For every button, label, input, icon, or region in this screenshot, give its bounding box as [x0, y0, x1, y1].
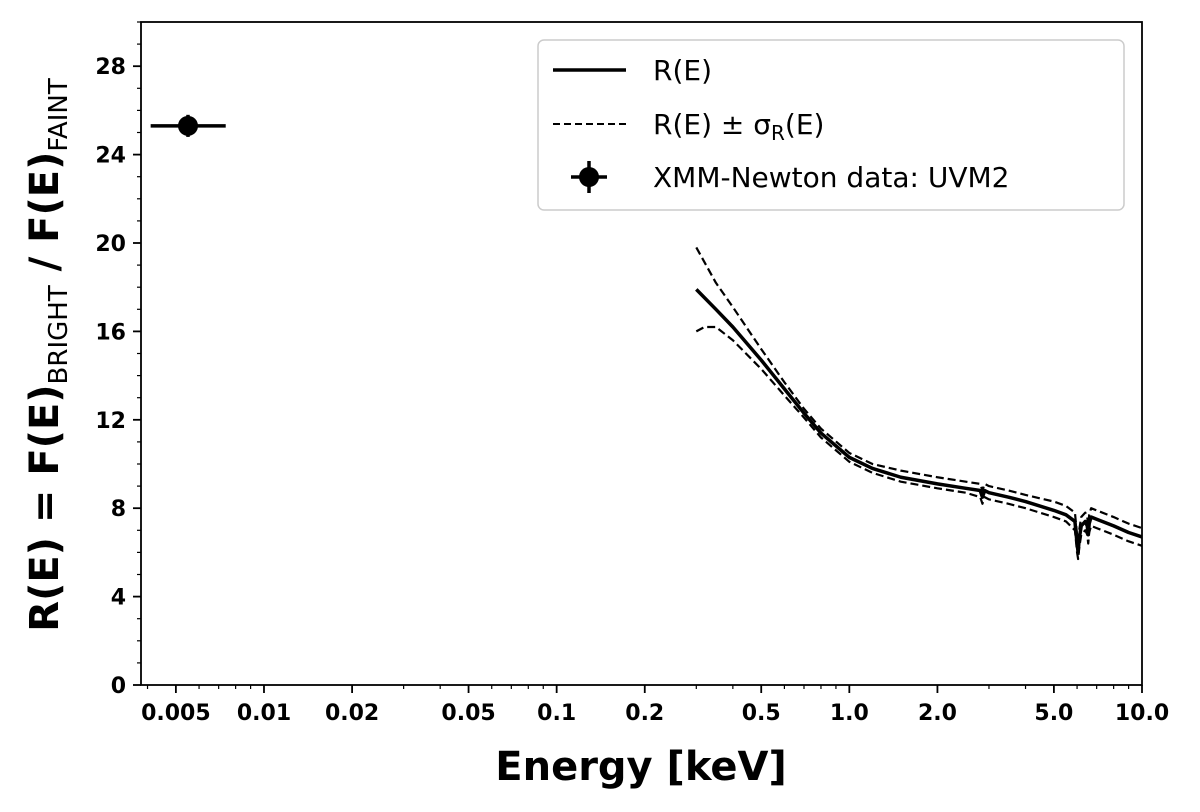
x-tick-label-6: 0.5	[742, 701, 781, 726]
y-tick-label-3: 12	[95, 409, 126, 434]
y-axis-title-mid: / F(E)	[22, 152, 68, 286]
x-tick-label-5: 0.2	[625, 701, 664, 726]
legend-label-band-sub: R	[771, 121, 785, 145]
x-tick-label-0: 0.005	[141, 701, 211, 726]
y-tick-label-4: 16	[95, 320, 126, 345]
y-tick-label-2: 8	[111, 497, 126, 522]
legend-label-band-lead: R(E) ± σ	[653, 108, 771, 141]
y-tick-label-5: 20	[95, 232, 126, 257]
y-axis-title-sub-faint: FAINT	[44, 78, 74, 151]
y-tick-label-6: 24	[95, 144, 126, 169]
x-tick-label-2: 0.02	[325, 701, 379, 726]
y-axis-title-lead: R(E) = F(E)	[22, 384, 68, 631]
x-tick-label-1: 0.01	[237, 701, 291, 726]
x-tick-label-3: 0.05	[441, 701, 495, 726]
y-tick-label-0: 0	[111, 674, 126, 699]
legend-errorbar-marker-icon	[571, 161, 607, 193]
series-line-0	[695, 288, 1143, 555]
x-tick-label-4: 0.1	[537, 701, 576, 726]
series-line-1	[695, 246, 1143, 547]
y-tick-label-7: 28	[95, 55, 126, 80]
series-layer	[695, 246, 1143, 561]
y-axis-title-sub-bright: BRIGHT	[44, 285, 74, 384]
legend-frame	[537, 39, 1125, 211]
y-tick-label-1: 4	[111, 586, 126, 611]
axes-layer: 0 4 8 12 16 20 24 28 0.005 0.01 0.02 0.05 0.1 0.2 0.5 1…	[95, 21, 1169, 726]
legend: R(E) R(E) ± σR(E) XMM-Newton data: UVM2	[537, 39, 1125, 211]
x-tick-label-9: 5.0	[1034, 701, 1073, 726]
x-tick-label-10: 10.0	[1115, 701, 1169, 726]
legend-label-band-tail: (E)	[785, 108, 825, 141]
x-tick-label-7: 1.0	[830, 701, 869, 726]
series-line-2	[695, 325, 1143, 561]
points-layer	[150, 114, 226, 137]
x-tick-label-8: 2.0	[918, 701, 957, 726]
data-point-marker-0	[177, 115, 198, 136]
y-axis-title: R(E) = F(E)BRIGHT / F(E)FAINT	[22, 78, 74, 632]
legend-label-re: R(E)	[653, 54, 712, 87]
legend-label-band: R(E) ± σR(E)	[653, 108, 824, 145]
legend-label-xmm: XMM-Newton data: UVM2	[653, 161, 1009, 194]
x-axis-title: Energy [keV]	[495, 744, 786, 790]
